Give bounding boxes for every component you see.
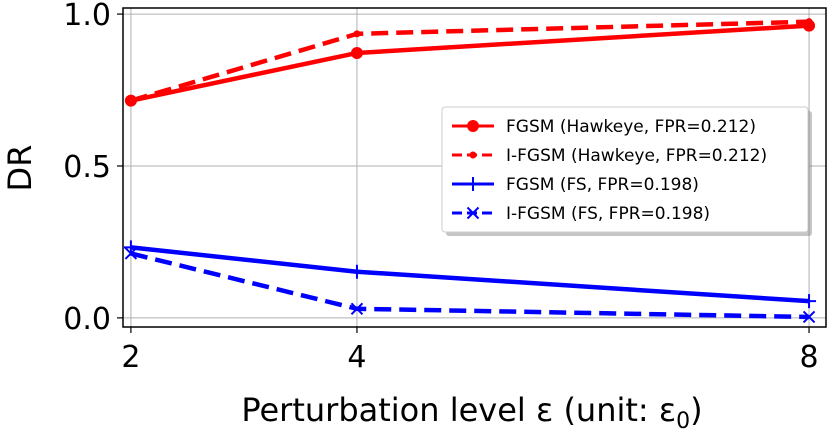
tick-layer: 2 4 8 0.0 0.5 1.0 (63, 0, 818, 375)
x-axis-title: Perturbation level ε (unit: ε0) (241, 391, 702, 430)
y-tick-label: 0.0 (63, 302, 111, 337)
legend-label: FGSM (Hawkeye, FPR=0.212) (506, 117, 756, 137)
data-point (802, 310, 816, 324)
legend-marker (466, 206, 480, 220)
legend: FGSM (Hawkeye, FPR=0.212) I-FGSM (Hawkeye… (441, 106, 812, 236)
legend-label: I-FGSM (Hawkeye, FPR=0.212) (506, 146, 767, 166)
series-4 (124, 247, 816, 324)
series-1 (124, 19, 816, 107)
legend-label: I-FGSM (FS, FPR=0.198) (506, 204, 710, 224)
data-point (805, 18, 813, 26)
legend-marker (469, 151, 477, 159)
data-point (350, 46, 363, 59)
legend-entry: I-FGSM (Hawkeye, FPR=0.212) (452, 146, 767, 166)
series-3 (123, 240, 817, 309)
data-point (802, 294, 817, 309)
data-point (349, 264, 364, 279)
legend-marker (466, 177, 480, 191)
y-tick-label: 0.5 (63, 150, 111, 185)
data-point (353, 30, 361, 38)
legend-label: FGSM (FS, FPR=0.198) (506, 175, 699, 195)
x-tick-label: 8 (799, 340, 818, 375)
legend-entry: I-FGSM (FS, FPR=0.198) (452, 204, 710, 224)
data-point (350, 302, 364, 315)
legend-box (441, 106, 809, 233)
y-axis-title: DR (1, 145, 39, 192)
legend-marker (467, 120, 479, 132)
series-layer (123, 18, 817, 324)
series-line (130, 23, 810, 103)
series-line (130, 245, 810, 304)
legend-entry: FGSM (FS, FPR=0.198) (452, 175, 699, 195)
series-2 (127, 18, 813, 105)
plot-frame (122, 7, 827, 328)
data-point (124, 247, 138, 260)
x-tick-label: 4 (347, 340, 366, 375)
legend-items: FGSM (Hawkeye, FPR=0.212) I-FGSM (Hawkeye… (452, 117, 767, 224)
x-tick-label: 2 (121, 340, 140, 375)
series-line (130, 251, 810, 320)
data-point (127, 97, 135, 105)
y-tick-label: 1.0 (63, 0, 111, 33)
legend-entry: FGSM (Hawkeye, FPR=0.212) (452, 117, 756, 137)
